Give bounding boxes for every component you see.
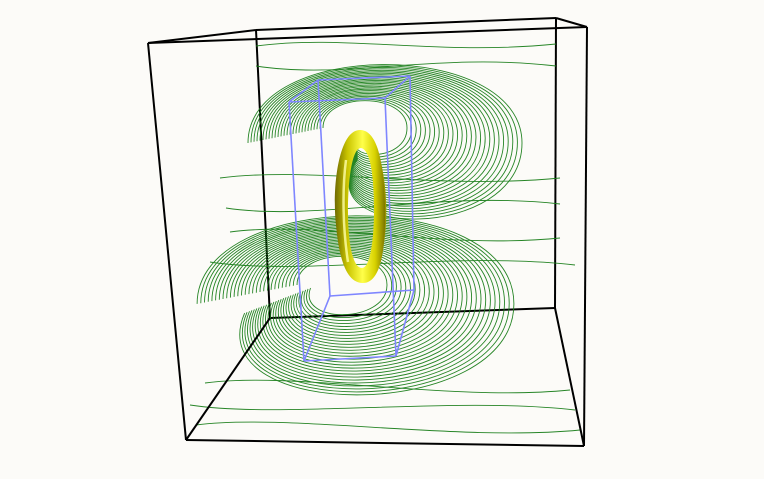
streamline: [244, 234, 454, 357]
streamline: [200, 216, 510, 393]
streamline: [281, 249, 407, 327]
streamline: [204, 218, 505, 390]
inner-bounding-box: [288, 75, 415, 362]
streamline: [250, 65, 518, 217]
streamline: [207, 219, 501, 387]
streamline: [295, 87, 449, 179]
streamline: [265, 72, 495, 204]
streamline: [211, 221, 496, 384]
streamline: [195, 421, 581, 434]
streamline: [285, 251, 402, 324]
streamline: [277, 78, 477, 194]
streamline: [289, 252, 397, 321]
streamline: [229, 228, 473, 369]
streamline: [283, 81, 468, 189]
streamline: [226, 227, 477, 372]
streamline: [271, 75, 486, 199]
streamline: [286, 82, 463, 186]
streamline: [204, 379, 571, 394]
streamline: [289, 84, 459, 184]
streamline: [292, 254, 393, 319]
streamline: [280, 80, 472, 192]
streamline: [215, 222, 491, 381]
streamline: [313, 95, 422, 163]
streamline: [259, 240, 435, 345]
current-ring-torus: [334, 130, 387, 284]
streamline: [298, 88, 445, 176]
streamline: [237, 231, 463, 363]
streamline: [209, 260, 576, 267]
streamline: [263, 242, 430, 342]
streamline: [255, 239, 440, 348]
streamline: [196, 215, 515, 396]
streamline: [301, 90, 440, 173]
streamline: [296, 255, 388, 315]
streamline: [292, 85, 454, 181]
streamline: [218, 224, 487, 378]
streamline: [255, 61, 557, 71]
streamline: [222, 225, 482, 375]
outer-bounding-box-front: [147, 17, 588, 447]
streamline: [189, 404, 576, 411]
streamline: [259, 70, 505, 210]
streamline: [278, 248, 411, 330]
magnetic-field-streamlines: [189, 41, 581, 434]
streamline: [270, 245, 421, 336]
streamline: [316, 97, 417, 161]
streamline: [274, 77, 482, 197]
streamline: [248, 236, 449, 354]
streamline: [233, 230, 468, 366]
streamline: [274, 246, 416, 333]
streamline: [268, 74, 491, 202]
streamline: [304, 91, 436, 171]
streamline: [266, 243, 426, 339]
streamline: [322, 100, 408, 155]
streamline: [255, 41, 557, 49]
